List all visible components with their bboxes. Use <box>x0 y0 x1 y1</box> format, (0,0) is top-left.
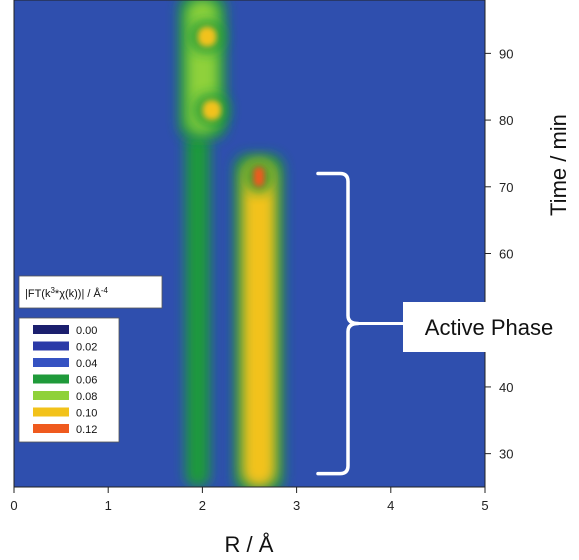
colorbar-level-label: 0.08 <box>76 391 97 403</box>
heatmap-feature <box>241 160 276 487</box>
heatmap-intensity-layer <box>178 0 284 487</box>
colorbar-title-pre: |FT(k <box>25 288 51 300</box>
heatmap-feature <box>185 133 210 487</box>
x-axis-ticks: 0 1 2 3 4 5 <box>10 487 489 513</box>
active-phase-label: Active Phase <box>425 315 553 340</box>
plot-frame <box>13 0 486 488</box>
colorbar-title: |FT(k3*χ(k))| / Å-4 <box>25 286 109 301</box>
colorbar-swatch <box>33 374 69 384</box>
colorbar-level-label: 0.00 <box>76 325 97 337</box>
y-tick-label: 90 <box>499 46 513 61</box>
y-tick-label: 80 <box>499 113 513 128</box>
colorbar-level-label: 0.12 <box>76 424 97 436</box>
y-tick-label: 60 <box>499 247 513 262</box>
colorbar-level-label: 0.02 <box>76 342 97 354</box>
colorbar-swatch <box>33 391 69 400</box>
y-tick-label: 40 <box>499 380 513 395</box>
x-tick-label: 5 <box>481 498 488 513</box>
x-tick-label: 4 <box>387 498 394 513</box>
colorbar-swatch <box>33 341 69 351</box>
heatmap-feature <box>197 26 217 47</box>
heatmap-feature <box>253 166 265 187</box>
colorbar-legend: |FT(k3*χ(k))| / Å-4 0.00 0.02 0.04 0.06 0.08… <box>18 275 163 443</box>
active-phase-annotation: Active Phase <box>316 171 575 476</box>
colorbar-level-label: 0.06 <box>76 375 97 387</box>
x-tick-label: 0 <box>10 498 17 513</box>
colorbar-title-box <box>18 275 163 309</box>
colorbar-swatch <box>33 358 69 367</box>
x-tick-label: 2 <box>199 498 206 513</box>
colorbar-swatch <box>33 325 69 334</box>
x-axis-title: R / Å <box>225 532 274 557</box>
colorbar-swatch <box>33 424 69 433</box>
colorbar-title-sup2: -4 <box>101 286 109 295</box>
active-phase-label-box <box>403 302 575 352</box>
colorbar-items: 0.00 0.02 0.04 0.06 0.08 0.10 0.12 <box>33 325 97 436</box>
y-axis-title: Time / min <box>546 114 571 216</box>
colorbar-swatch <box>33 407 69 417</box>
colorbar-level-label: 0.10 <box>76 408 97 420</box>
colorbar-title-sup1: 3 <box>50 286 55 295</box>
colorbar-level-label: 0.04 <box>76 358 97 370</box>
y-axis-ticks: 30405060708090 <box>485 46 513 462</box>
colorbar-title-mid: *χ(k))| / Å <box>55 287 102 300</box>
y-tick-label: 70 <box>499 180 513 195</box>
heatmap-feature <box>202 100 222 121</box>
x-tick-label: 1 <box>105 498 112 513</box>
x-tick-label: 3 <box>293 498 300 513</box>
y-tick-label: 30 <box>499 447 513 462</box>
